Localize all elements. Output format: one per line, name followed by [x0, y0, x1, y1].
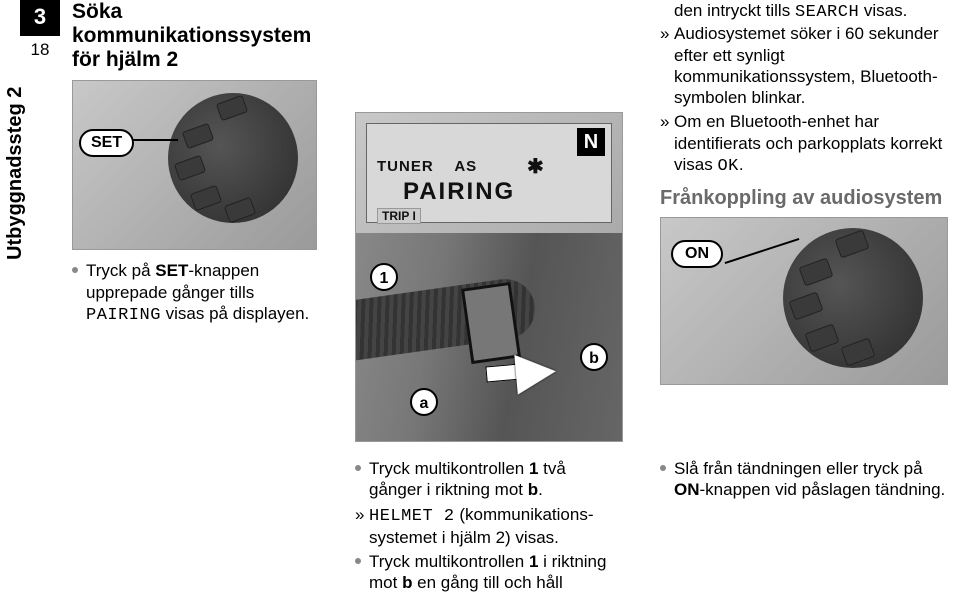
- set-button-label: SET: [79, 129, 134, 157]
- photo-set-button: SET: [72, 80, 317, 250]
- photo-on-button: ON: [660, 217, 948, 385]
- control-dial: [168, 93, 298, 223]
- photo-multicontrol: N TUNER AS ✱ PAIRING TRIP I 1 a b: [355, 112, 623, 442]
- result-searching: Audiosystemet söker i 60 sekunder efter …: [660, 23, 948, 108]
- callout-b: b: [580, 343, 608, 371]
- column-2: N TUNER AS ✱ PAIRING TRIP I 1 a b: [355, 0, 623, 442]
- step-press-set: Tryck på SET-knappen upprepade gånger ti…: [72, 260, 317, 326]
- chapter-number: 3: [20, 0, 60, 36]
- page-badge: 3 18: [20, 0, 60, 60]
- instrument-display: N TUNER AS ✱ PAIRING TRIP I: [366, 123, 612, 223]
- column-1: Söka kommunikationssystem för hjälm 2 SE…: [72, 0, 317, 329]
- display-trip: TRIP I: [377, 208, 421, 224]
- callout-1: 1: [370, 263, 398, 291]
- heading-search-comm: Söka kommunikationssystem för hjälm 2: [72, 0, 317, 72]
- sidebar-chapter-label: Utbyggnadssteg 2: [4, 87, 27, 260]
- display-tuner-as: TUNER AS: [377, 158, 477, 175]
- direction-arrow-icon: [514, 351, 557, 394]
- column-3-text: Slå från tändningen eller tryck på ON-kn…: [660, 458, 948, 504]
- column-3: den intryckt tills SEARCH visas. Audiosy…: [660, 0, 948, 385]
- result-helmet2: HELMET 2 (kommunikations­systemet i hjäl…: [355, 504, 623, 549]
- column-2-text: Tryck multikontrollen 1 två gånger i rik…: [355, 458, 623, 597]
- heading-disconnect: Frånkoppling av audiosystem: [660, 187, 948, 209]
- step-continuation-search: den intryckt tills SEARCH visas.: [660, 0, 948, 23]
- gear-indicator: N: [577, 128, 605, 156]
- result-ok: Om en Bluetooth-enhet har identifierats …: [660, 111, 948, 177]
- on-button-label: ON: [671, 240, 723, 268]
- bluetooth-icon: ✱: [527, 154, 544, 179]
- step-turn-off: Slå från tändningen eller tryck på ON-kn…: [660, 458, 948, 501]
- handlebar: [356, 233, 622, 441]
- step-press-multi-twice: Tryck multikontrollen 1 två gånger i rik…: [355, 458, 623, 501]
- step-press-multi-hold: Tryck multikontrollen 1 i riktning mot b…: [355, 551, 623, 594]
- page-number: 18: [20, 36, 60, 60]
- display-pairing: PAIRING: [403, 178, 515, 206]
- control-dial-on: [783, 228, 923, 368]
- callout-a: a: [410, 388, 438, 416]
